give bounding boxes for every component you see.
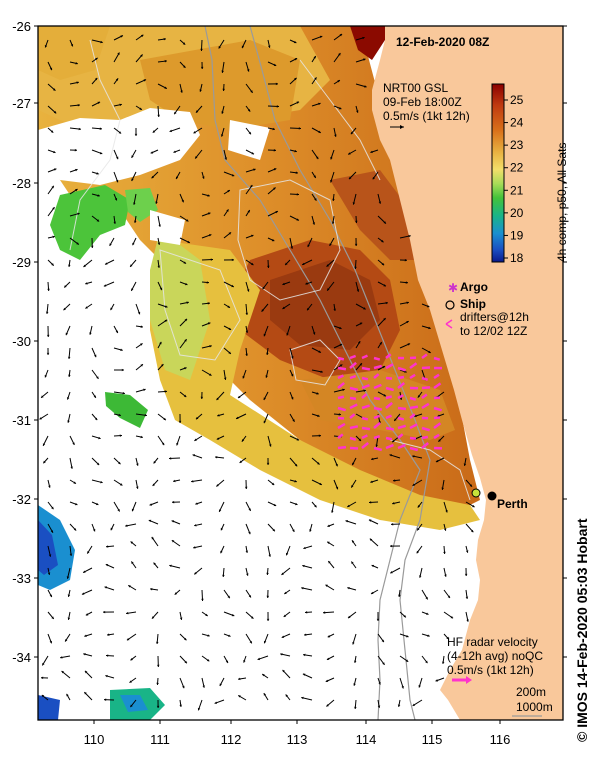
gsl-label-3: 0.5m/s (1kt 12h) [383,109,470,123]
x-tick-label: 116 [490,732,511,747]
colorbar-tick-label: 19 [510,228,524,242]
colorbar-tick-label: 25 [510,93,524,107]
current-arrows [39,33,475,711]
gsl-scale-arrow [390,125,404,129]
colorbar-tick-label: 18 [510,251,524,265]
y-tick-label: -33 [12,571,31,586]
y-tick-label: -31 [12,413,31,428]
y-tick-label: -26 [12,19,31,34]
land-australia [372,26,563,720]
map-title: 12-Feb-2020 08Z [396,35,489,49]
x-tick-label: 110 [84,732,105,747]
x-tick-label: 112 [221,732,242,747]
hf-label-2: (4-12h avg) noQC [447,649,543,663]
colorbar-tick-label: 24 [510,116,524,130]
drifter-icon [445,319,453,329]
colorbar: 25 24 23 22 21 20 19 18 4h comp, p50, All Sats [491,83,569,265]
bathymetry-contours [204,26,431,720]
y-tick-label: -27 [12,96,31,111]
depth-label-1000: 1000m [516,700,553,714]
x-axis: 110 111 112 113 114 115 116 [84,720,511,747]
depth-label-200: 200m [516,685,546,699]
hf-label-1: HF radar velocity [447,635,538,649]
gsl-label-2: 09-Feb 18:00Z [383,95,462,109]
y-axis: -26 -27 -28 -29 -30 -31 -32 -33 -34 [12,19,567,665]
city-label: Perth [497,497,528,511]
colorbar-tick-label: 21 [510,183,524,197]
hf-radar-vectors [337,353,443,452]
map-area [38,26,563,720]
x-tick-label: 115 [422,732,443,747]
argo-icon: ✱ [448,281,458,295]
ship-icon [445,300,455,310]
perth-marker: Perth [471,488,528,511]
hf-label-3: 0.5m/s (1kt 12h) [447,663,534,677]
y-tick-label: -32 [12,492,31,507]
x-tick-label: 114 [356,732,377,747]
y-tick-label: -29 [12,255,31,270]
hf-scale-arrow [452,676,472,684]
legend-drifters-2: to 12/02 12Z [460,324,527,338]
colorbar-tick-label: 20 [510,206,524,220]
y-tick-label: -30 [12,334,31,349]
legend-ship: Ship [460,297,486,311]
x-tick-label: 113 [287,732,308,747]
y-tick-label: -34 [12,650,31,665]
colorbar-tick-label: 23 [510,138,524,152]
y-tick-label: -28 [12,176,31,191]
colorbar-title: 4h comp, p50, All Sats [555,143,569,262]
map-frame [37,25,564,721]
legend: ✱ Argo Ship drifters@12h to 12/02 12Z [445,280,529,338]
legend-drifters-1: drifters@12h [460,310,529,324]
colorbar-tick-label: 22 [510,161,524,175]
gsl-label-1: NRT00 GSL [383,81,448,95]
x-tick-label: 111 [150,732,170,747]
legend-argo: Argo [460,280,488,294]
credit-text: © IMOS 14-Feb-2020 05:03 Hobart [574,518,590,742]
